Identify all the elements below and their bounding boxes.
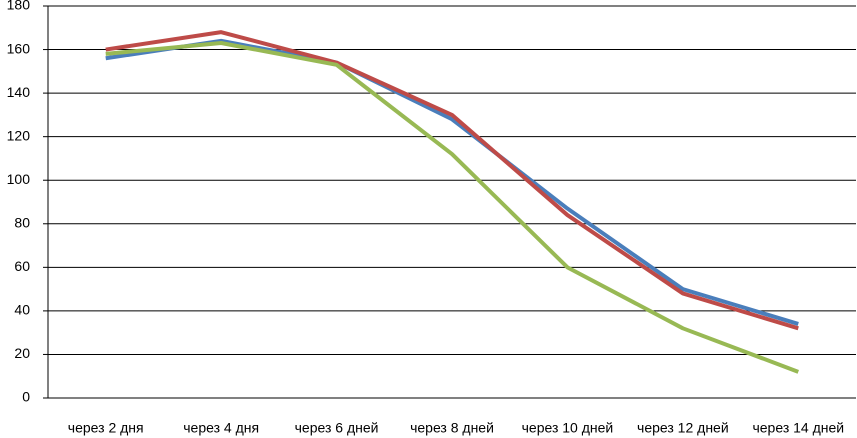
series-line	[105, 38, 799, 326]
x-tick-label: через 10 дней	[522, 420, 614, 436]
y-tick-label: 120	[7, 127, 31, 143]
x-tick-label: через 4 дня	[183, 420, 259, 436]
series-line	[105, 30, 799, 331]
y-tick-label: 100	[7, 171, 31, 187]
y-tick-label: 140	[7, 84, 31, 100]
y-tick-label: 80	[14, 214, 30, 230]
y-tick-label: 180	[7, 0, 31, 13]
y-tick-label: 20	[14, 345, 30, 361]
x-tick-label: через 8 дней	[410, 420, 494, 436]
x-tick-label: через 12 дней	[637, 420, 729, 436]
y-tick-label: 60	[14, 258, 30, 274]
x-tick-label: через 14 дней	[752, 420, 844, 436]
x-tick-label: через 2 дня	[68, 420, 144, 436]
x-tick-label: через 6 дней	[295, 420, 379, 436]
series-line	[105, 41, 799, 374]
y-tick-label: 0	[22, 389, 30, 405]
y-tick-label: 40	[14, 302, 30, 318]
y-tick-label: 160	[7, 40, 31, 56]
